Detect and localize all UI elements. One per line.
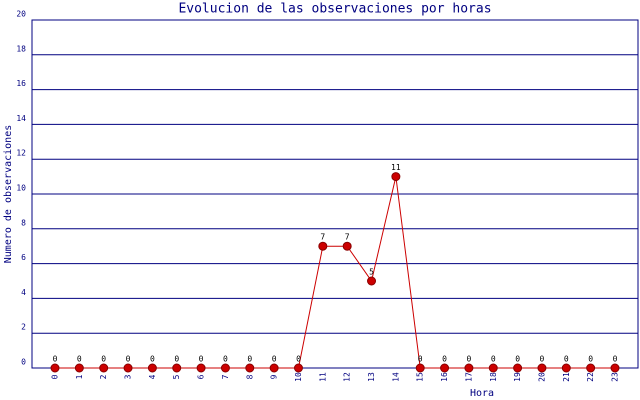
x-tick-label: 7 (221, 374, 230, 379)
y-tick-label: 6 (21, 253, 26, 262)
x-tick-label: 20 (537, 372, 546, 382)
value-label: 0 (126, 355, 131, 364)
x-tick-label: 13 (367, 372, 376, 382)
value-label: 0 (150, 355, 155, 364)
data-point (391, 172, 401, 182)
y-axis-label: Numero de observaciones (3, 125, 14, 263)
y-tick-label: 18 (16, 44, 26, 53)
value-label: 11 (391, 163, 401, 172)
value-label: 0 (540, 355, 545, 364)
x-tick-label: 18 (489, 372, 498, 382)
x-tick-label: 19 (513, 372, 522, 382)
y-tick-label: 10 (16, 184, 26, 193)
x-tick-label: 14 (391, 372, 400, 382)
value-label: 7 (345, 233, 350, 242)
data-point (513, 363, 523, 373)
x-tick-label: 8 (245, 374, 254, 379)
x-tick-label: 12 (343, 372, 352, 382)
data-point (196, 363, 206, 373)
x-tick-label: 17 (464, 372, 473, 382)
x-tick-label: 4 (148, 374, 157, 379)
y-tick-label: 16 (16, 79, 26, 88)
value-label: 0 (515, 355, 520, 364)
value-label: 0 (247, 355, 252, 364)
data-point (318, 241, 328, 251)
data-point (269, 363, 279, 373)
x-axis-label: Hora (470, 388, 494, 399)
y-tick-label: 2 (21, 323, 26, 332)
y-tick-label: 8 (21, 218, 26, 227)
y-tick-label: 4 (21, 288, 26, 297)
x-tick-label: 2 (99, 374, 108, 379)
value-label: 0 (418, 355, 423, 364)
value-label: 7 (320, 233, 325, 242)
x-tick-label: 5 (172, 374, 181, 379)
data-point (464, 363, 474, 373)
value-label: 0 (491, 355, 496, 364)
data-point (99, 363, 109, 373)
value-label: 0 (272, 355, 277, 364)
value-label: 5 (369, 268, 374, 277)
data-point (245, 363, 255, 373)
data-point (50, 363, 60, 373)
value-label: 0 (588, 355, 593, 364)
x-tick-label: 21 (562, 372, 571, 382)
data-point (147, 363, 157, 373)
data-point (293, 363, 303, 373)
value-label: 0 (199, 355, 204, 364)
x-tick-label: 11 (318, 372, 327, 382)
x-tick-label: 23 (611, 372, 620, 382)
chart-title: Evolucion de las observaciones por horas (178, 2, 491, 17)
data-point (74, 363, 84, 373)
data-point (561, 363, 571, 373)
y-tick-label: 14 (16, 114, 26, 123)
x-tick-label: 1 (75, 374, 84, 379)
data-point (610, 363, 620, 373)
y-tick-label: 0 (21, 358, 26, 367)
data-point (415, 363, 425, 373)
value-label: 0 (223, 355, 228, 364)
data-point (488, 363, 498, 373)
value-label: 0 (296, 355, 301, 364)
x-tick-label: 22 (586, 372, 595, 382)
data-point (367, 276, 377, 286)
value-label: 0 (77, 355, 82, 364)
x-tick-label: 0 (51, 374, 60, 379)
x-tick-label: 3 (124, 374, 133, 379)
y-tick-label: 20 (16, 10, 26, 19)
value-label: 0 (564, 355, 569, 364)
value-label: 0 (53, 355, 58, 364)
data-point (586, 363, 596, 373)
y-tick-label: 12 (16, 149, 26, 158)
x-tick-label: 16 (440, 372, 449, 382)
x-tick-label: 15 (416, 372, 425, 382)
x-tick-label: 6 (197, 374, 206, 379)
value-label: 0 (101, 355, 106, 364)
x-tick-label: 10 (294, 372, 303, 382)
data-point (537, 363, 547, 373)
x-tick-label: 9 (270, 374, 279, 379)
data-point (123, 363, 133, 373)
value-label: 0 (174, 355, 179, 364)
data-point (342, 241, 352, 251)
data-point (220, 363, 230, 373)
value-label: 0 (466, 355, 471, 364)
data-point (172, 363, 182, 373)
data-point (440, 363, 450, 373)
value-label: 0 (613, 355, 618, 364)
value-label: 0 (442, 355, 447, 364)
